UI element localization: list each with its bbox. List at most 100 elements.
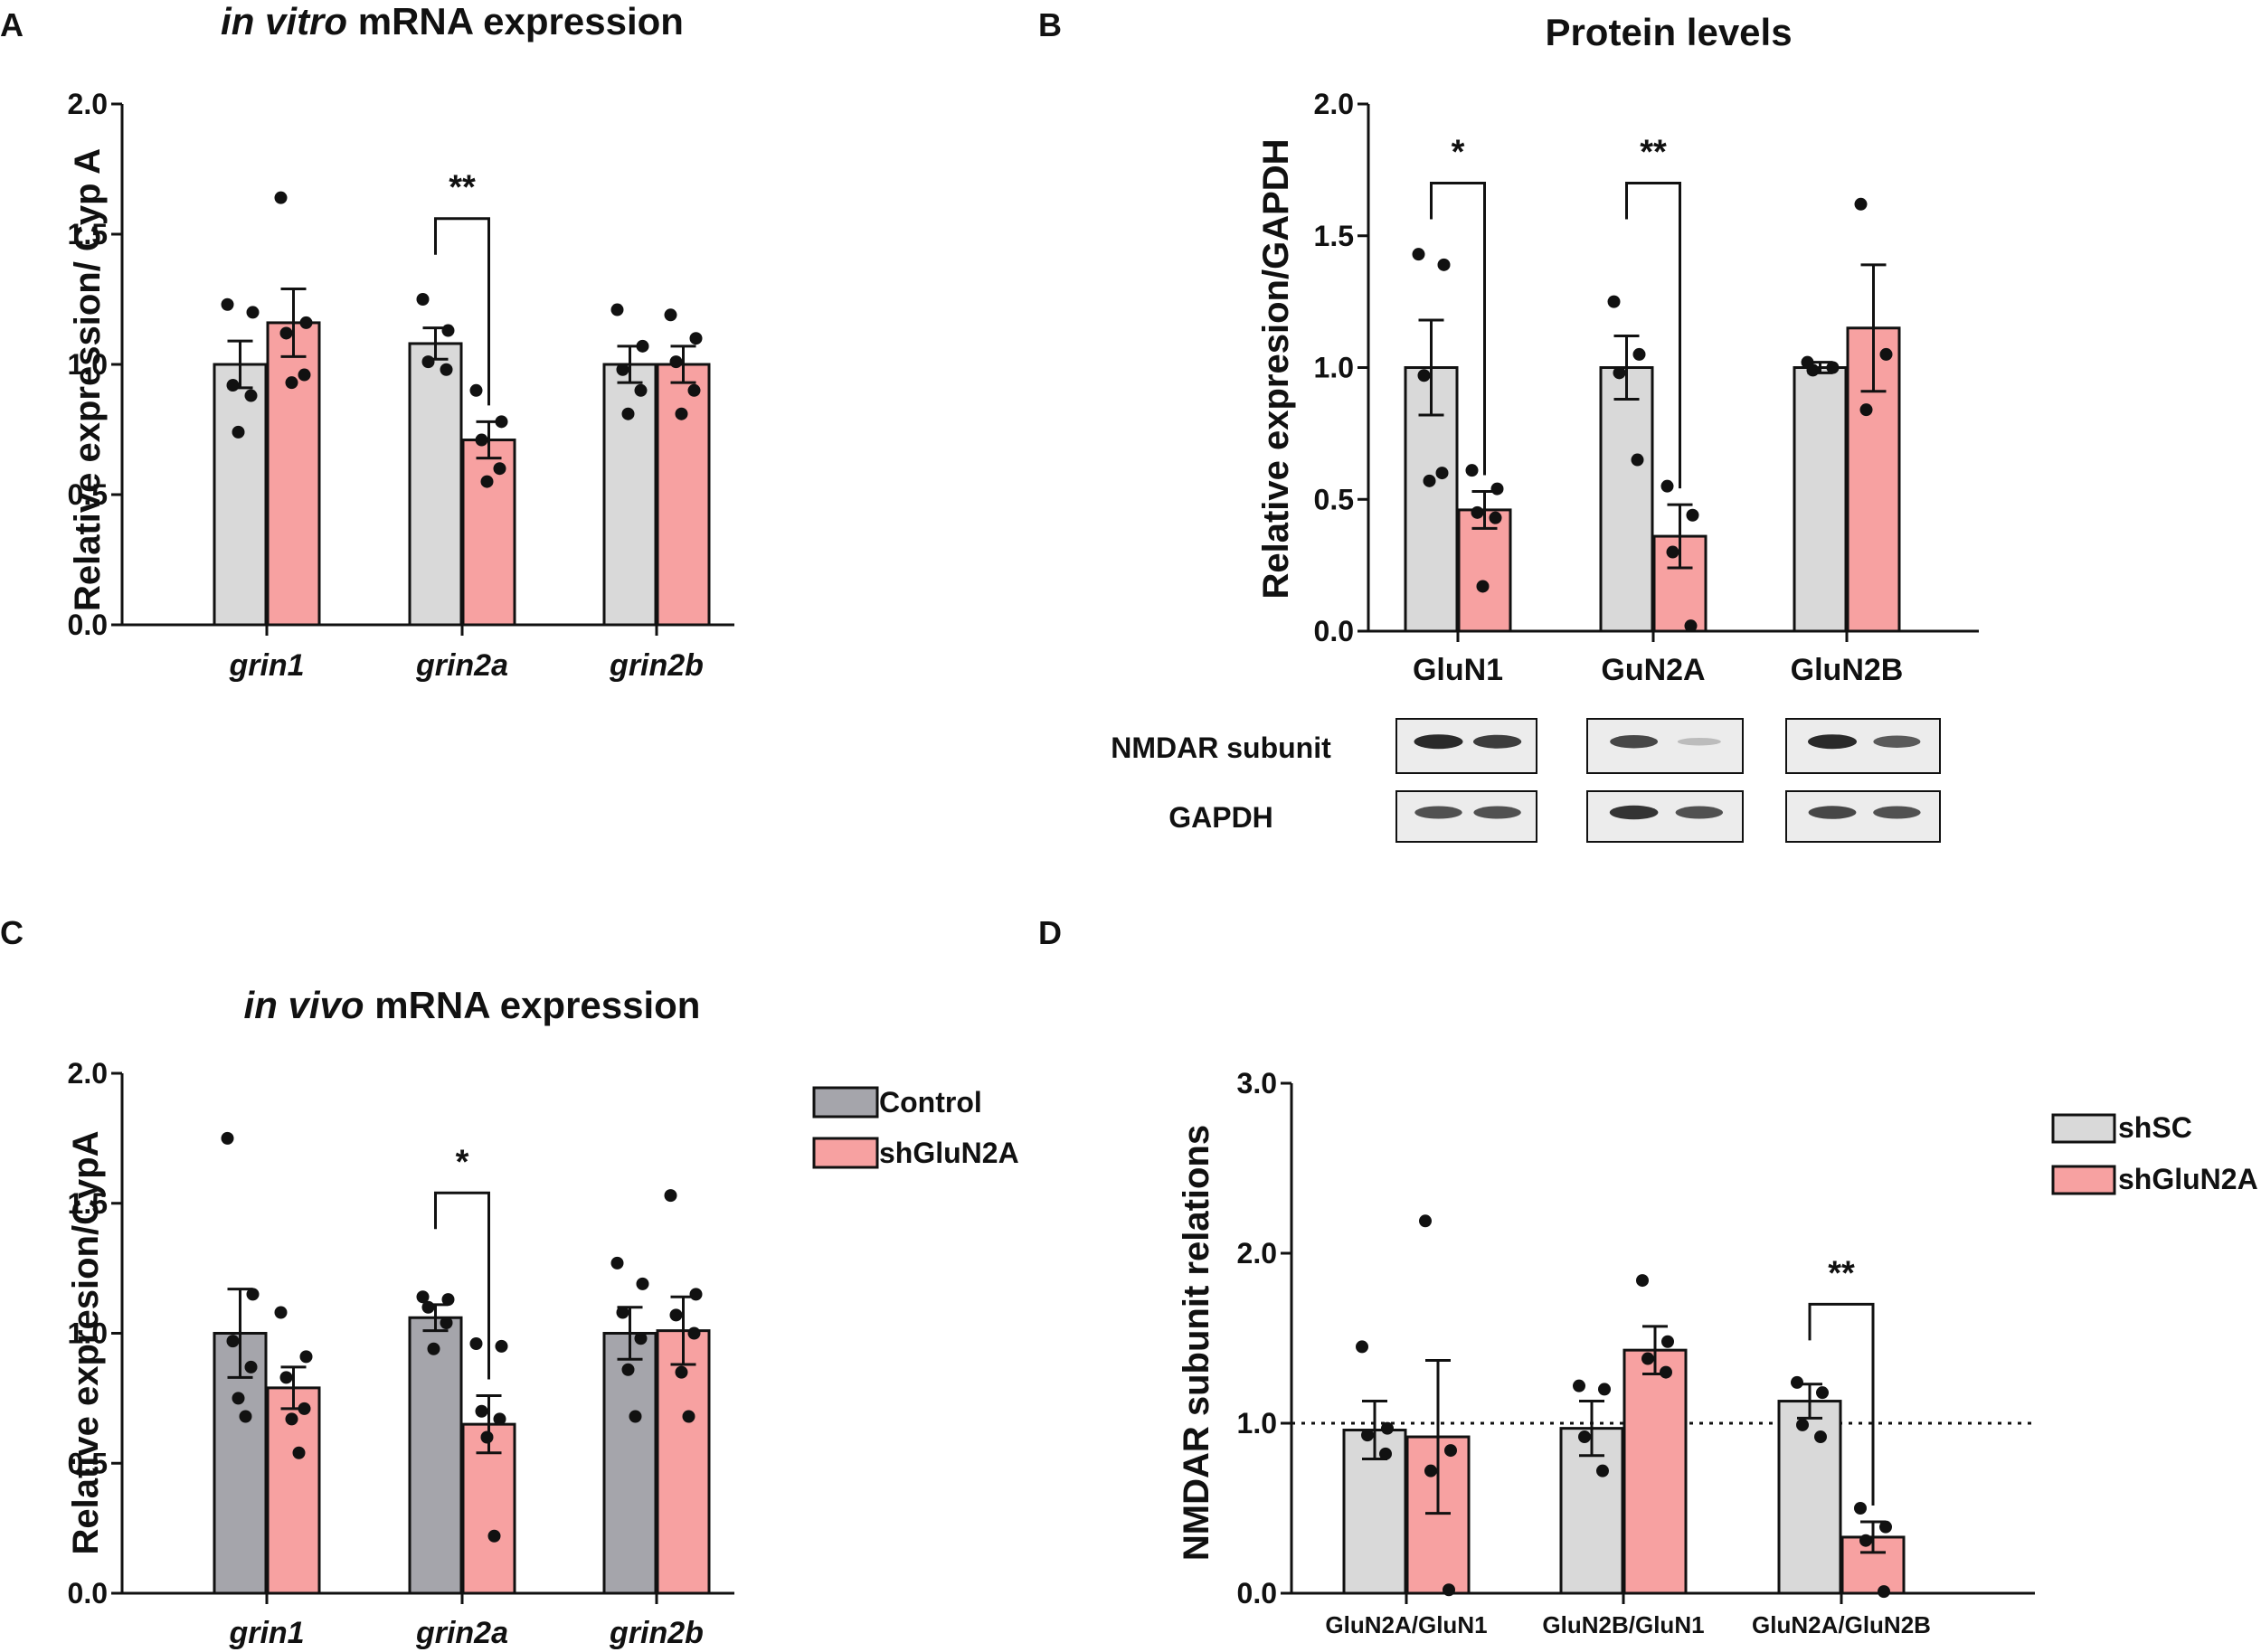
data-point (1356, 1340, 1368, 1354)
data-point (636, 339, 649, 353)
data-point (480, 475, 494, 488)
bar-shsc-glun2a-glun2b (1777, 1400, 1842, 1595)
ylabel-b: Relative expresion/GAPDH (1256, 138, 1296, 599)
data-point (244, 1360, 258, 1374)
y-tick-label: 2.0 (68, 1057, 108, 1090)
panel-letter-a: A (0, 6, 24, 43)
data-point (1471, 505, 1484, 519)
blot-frame (1395, 790, 1537, 843)
ylabel-d: NMDAR subunit relations (1177, 1125, 1216, 1561)
blot-band (1677, 737, 1721, 746)
chart-c: 0.0 0.5 1.0 1.5 2.0 grin1 grin2a grin2b * (68, 1057, 734, 1650)
blot-frame (1586, 718, 1744, 774)
data-point (285, 1412, 298, 1426)
blot-band (1808, 806, 1857, 819)
x-tick-label-glun2b-glun1: GluN2B/GluN1 (1542, 1611, 1704, 1638)
blot-band (1473, 734, 1522, 749)
y-tick-label: 1.0 (1237, 1407, 1277, 1440)
y-tick-label: 0.5 (68, 478, 108, 511)
data-point (1578, 1430, 1591, 1444)
ylabel-c: Relative expresion/CypA (66, 1130, 106, 1554)
data-point (1423, 474, 1436, 487)
data-point (1791, 1375, 1803, 1389)
title-b: Protein levels (1545, 11, 1792, 53)
y-tick-label: 0.0 (1237, 1577, 1277, 1610)
blot-band (1808, 734, 1857, 750)
data-point (669, 1308, 683, 1322)
data-point (246, 1288, 260, 1301)
data-point (634, 383, 648, 397)
blot-panel-gapdh-1 (1395, 790, 1537, 843)
blot-panel-nmdar-2 (1586, 718, 1744, 774)
data-point (493, 1412, 506, 1426)
significance-bracket (1430, 181, 1486, 476)
blot-band (1609, 805, 1659, 820)
data-point (1573, 1379, 1585, 1392)
data-point (1686, 508, 1699, 522)
data-point (1859, 403, 1873, 417)
legend-d-swatch-shglun2a (2051, 1165, 2116, 1195)
x-tick-label-glun2a-glun1: GluN2A/GluN1 (1325, 1611, 1487, 1638)
y-tick-label: 0.0 (68, 1577, 108, 1610)
data-point (1814, 1430, 1827, 1444)
data-point (416, 293, 430, 306)
data-point (687, 1326, 701, 1340)
data-point (480, 1430, 494, 1444)
data-point (1632, 347, 1646, 361)
data-point (1435, 467, 1449, 480)
data-point (226, 379, 240, 392)
data-point (421, 355, 435, 369)
x-tick-label-grin2b: grin2b (609, 1616, 704, 1650)
data-point (634, 1332, 648, 1345)
data-point (1684, 619, 1698, 633)
blot-band (1675, 806, 1724, 819)
data-point (1490, 482, 1504, 496)
data-point (1607, 295, 1621, 308)
bar-shglun2a-grin2b (656, 363, 711, 627)
data-point (1660, 479, 1674, 493)
significance-label: ** (1640, 133, 1667, 171)
bar-control-grin2a (408, 342, 463, 627)
title-b-rest: Protein levels (1545, 11, 1792, 53)
bar-shsc-gun2a (1599, 366, 1654, 633)
y-tick-label: 0.5 (68, 1447, 108, 1479)
data-point (441, 324, 455, 337)
blot-panel-gapdh-3 (1785, 790, 1941, 843)
legend-c-swatch-control (812, 1086, 879, 1119)
significance-label: ** (449, 169, 476, 207)
blot-band (1873, 806, 1921, 819)
y-tick-label: 0.0 (1314, 615, 1354, 647)
data-point (1424, 1464, 1437, 1477)
y-tick-label: 2.0 (1314, 88, 1354, 120)
significance-bracket (434, 217, 490, 406)
data-point (1489, 511, 1502, 524)
significance-bracket (1808, 1302, 1875, 1506)
data-point (1437, 258, 1451, 271)
y-tick-label: 2.0 (68, 88, 108, 120)
title-a-rest: mRNA expression (347, 0, 684, 42)
data-point (675, 1365, 688, 1379)
chart-d: 0.0 1.0 2.0 3.0 GluN2A/GluN1 GluN2B/GluN1 GluN… (1237, 1067, 2035, 1638)
y-tick-label: 1.5 (68, 1187, 108, 1220)
data-point (1379, 1447, 1392, 1460)
bar-shsc-glun2b (1793, 366, 1848, 633)
panel-letter-d: D (1038, 914, 1062, 951)
data-point (629, 1410, 642, 1423)
title-a-italic: in vitro (221, 0, 347, 42)
bar-control-grin1 (213, 363, 268, 627)
legend-c-swatch-shglun2a (812, 1137, 879, 1169)
data-point (1419, 1214, 1432, 1228)
data-point (232, 425, 245, 439)
bar-shglun2a-glun1 (1457, 508, 1512, 633)
data-point (675, 407, 688, 420)
data-point (232, 1392, 245, 1405)
significance-bracket (434, 1191, 490, 1380)
y-tick-label: 1.0 (68, 348, 108, 381)
data-point (298, 1402, 311, 1415)
title-a: in vitro mRNA expression (221, 0, 684, 42)
title-c: in vivo mRNA expression (244, 984, 701, 1026)
data-point (221, 1131, 234, 1145)
data-point (1641, 1352, 1654, 1365)
